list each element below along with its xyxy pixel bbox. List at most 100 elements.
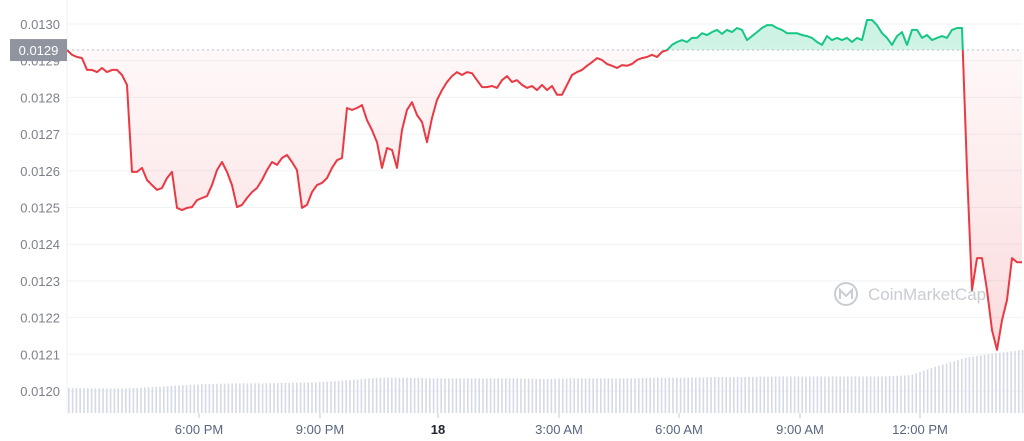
volume-bar [558,378,560,413]
volume-bar [577,378,579,413]
volume-bar [600,378,602,413]
volume-bar [254,383,256,413]
volume-bar [957,360,959,413]
volume-bar [527,378,530,413]
volume-bar [744,377,746,413]
volume-bar [246,383,249,413]
volume-bar [565,378,568,413]
volume-bar [869,376,872,413]
volume-bar [691,377,693,413]
volume-bar [166,386,169,413]
volume-bar [676,377,678,413]
volume-bar [239,383,241,413]
volume-bar [212,383,214,413]
volume-bar [280,383,283,413]
volume-bar [140,387,142,413]
volume-bar [159,386,161,413]
volume-bar [470,378,473,413]
volume-bar [98,388,100,413]
y-tick-label: 0.0127 [20,127,60,142]
volume-bar [349,380,351,413]
volume-bar [683,377,686,413]
volume-bar [394,377,397,413]
volume-bar [672,377,674,413]
volume-bar [862,376,864,413]
volume-bar [128,388,131,413]
volume-bar [801,376,803,413]
y-tick-label: 0.0122 [20,311,60,326]
volume-bar [330,381,332,413]
volume-bar [695,377,697,413]
volume-bar [843,376,845,413]
volume-bar [919,371,921,413]
volume-bar [299,382,302,413]
volume-bar [1018,350,1020,413]
volume-bar [531,378,534,413]
volume-bar [269,383,271,413]
volume-bar [436,378,439,413]
volume-bar [896,375,898,413]
volume-bar [337,380,340,413]
volume-bar [679,377,682,413]
volume-bar [805,376,807,413]
volume-bar [717,377,720,413]
volume-bar [1006,351,1009,413]
volume-bar [261,383,264,413]
volume-bar [911,374,914,413]
volume-bar [904,375,906,413]
volume-bar [748,376,750,413]
volume-bar [569,378,572,413]
volume-bar [204,384,207,413]
volume-bar [391,377,393,413]
volume-bar [983,354,986,413]
volume-bar [182,385,184,413]
volume-bar [812,376,815,413]
volume-bar [778,376,781,413]
volume-bar [634,378,636,413]
volume-bar [873,376,876,413]
volume-bar [687,377,689,413]
volume-bar [155,386,157,413]
area-below-baseline [67,50,1022,350]
volume-bar [546,378,549,413]
volume-bar [702,377,705,413]
volume-bar [999,352,1001,413]
volume-bar [786,376,788,413]
volume-bar [136,387,138,413]
volume-bar [121,388,123,413]
volume-bar [307,382,309,413]
volume-bar [144,387,146,413]
volume-bar [1021,350,1024,413]
volume-bar [197,384,199,413]
volume-bar [109,388,112,413]
y-axis: 0.0120 0.0121 0.0122 0.0123 0.0124 0.0125 0.01… [20,17,60,399]
volume-bar [660,377,663,413]
area-above-baseline [667,20,963,51]
volume-bar [592,378,594,413]
volume-bar [474,378,477,413]
volume-bar [402,377,404,413]
volume-bar [417,378,420,413]
volume-bar [907,375,910,413]
volume-bar [771,376,773,413]
volume-bar [573,378,575,413]
volume-bar [752,376,754,413]
volume-bar [432,378,435,413]
volume-bar [440,378,442,413]
volume-bar [710,377,712,413]
volume-bar [341,380,344,413]
price-line-above [67,19,964,51]
volume-bar [622,378,625,413]
volume-bar [178,385,180,413]
grid-lines [66,0,1022,413]
y-tick-label: 0.0123 [20,274,60,289]
volume-bar [273,383,275,413]
volume-bar [516,378,518,413]
volume-bar [292,382,294,413]
volume-bar [835,376,838,413]
volume-bar [410,377,412,413]
volume-bar [524,378,526,413]
volume-bar [113,388,116,413]
volume-bar [1014,350,1016,413]
